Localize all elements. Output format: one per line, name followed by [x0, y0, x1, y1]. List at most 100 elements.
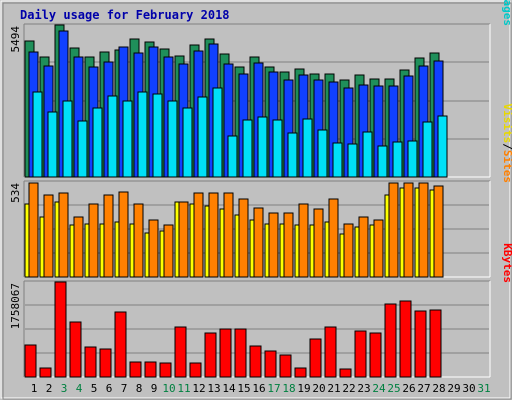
- bar-kbytes-day-4: [69, 321, 82, 378]
- bar-sites-day-22: [343, 223, 354, 278]
- bar-kbytes-day-20: [309, 338, 322, 378]
- bar-sites-day-5: [88, 203, 99, 278]
- day-label: 9: [151, 382, 158, 395]
- bar-sites-day-1: [28, 182, 39, 278]
- bar-pages-day-22: [347, 143, 358, 178]
- bar-sites-day-21: [328, 198, 339, 278]
- legend: Visits/Sites: [501, 104, 512, 184]
- bar-kbytes-day-28: [429, 309, 442, 378]
- legend-entry: Visits: [501, 104, 512, 144]
- bar-kbytes-day-21: [324, 326, 337, 378]
- legend-entry: Pages: [501, 0, 512, 26]
- bar-sites-day-20: [313, 208, 324, 278]
- day-label: 28: [432, 382, 445, 395]
- day-label: 15: [237, 382, 250, 395]
- bar-pages-day-8: [137, 91, 148, 178]
- bar-pages-day-19: [302, 118, 313, 178]
- bar-sites-day-8: [133, 203, 144, 278]
- bar-pages-day-25: [392, 141, 403, 178]
- bar-pages-day-24: [377, 145, 388, 178]
- bar-pages-day-9: [152, 93, 163, 178]
- bar-pages-day-21: [332, 142, 343, 178]
- bar-sites-day-25: [388, 182, 399, 278]
- bar-sites-day-19: [298, 203, 309, 278]
- bar-kbytes-day-26: [399, 300, 412, 378]
- bar-pages-day-18: [287, 132, 298, 178]
- day-label: 3: [61, 382, 68, 395]
- bar-sites-day-27: [418, 182, 429, 278]
- bar-kbytes-day-9: [144, 361, 157, 378]
- bar-sites-day-10: [163, 224, 174, 278]
- day-label: 31: [477, 382, 490, 395]
- bar-kbytes-day-8: [129, 361, 142, 378]
- legend: KBytes: [501, 243, 512, 283]
- bar-kbytes-day-12: [189, 362, 202, 378]
- legend: Hits/Files/Pages: [501, 0, 512, 26]
- day-label: 20: [312, 382, 325, 395]
- day-label: 30: [462, 382, 475, 395]
- bar-pages-day-23: [362, 131, 373, 178]
- bar-pages-day-11: [182, 107, 193, 178]
- bar-sites-day-6: [103, 194, 114, 278]
- day-label: 4: [76, 382, 83, 395]
- bar-sites-day-2: [43, 194, 54, 278]
- bar-sites-day-13: [208, 192, 219, 278]
- day-label: 25: [387, 382, 400, 395]
- day-label: 24: [372, 382, 386, 395]
- day-label: 10: [162, 382, 175, 395]
- day-label: 12: [192, 382, 205, 395]
- y-max-label: 5494: [9, 26, 22, 53]
- bar-pages-day-12: [197, 96, 208, 178]
- bar-sites-day-28: [433, 185, 444, 278]
- bar-kbytes-day-14: [219, 328, 232, 378]
- bar-kbytes-day-3: [54, 281, 67, 378]
- day-label: 7: [121, 382, 128, 395]
- bar-sites-day-9: [148, 219, 159, 278]
- legend-entry: KBytes: [501, 243, 512, 283]
- bar-sites-day-14: [223, 192, 234, 278]
- day-axis: 1 2 3 4 5 6 7 8 9 10 11 12 13 14 15 16 17 18 19 20 21 22 23 24 2…: [31, 382, 491, 395]
- day-label: 17: [267, 382, 280, 395]
- chart-panels: 5494 Hits/Files/Pages 534 Visits/Sites 17580…: [9, 0, 512, 378]
- bar-pages-day-15: [242, 119, 253, 178]
- panel-kbytes: 1758067 KBytes: [9, 243, 512, 378]
- bar-kbytes-day-24: [369, 332, 382, 378]
- bar-kbytes-day-10: [159, 362, 172, 378]
- day-label: 13: [207, 382, 220, 395]
- bar-kbytes-day-16: [249, 345, 262, 378]
- chart-title: Daily usage for February 2018: [20, 8, 230, 22]
- bar-kbytes-day-2: [39, 367, 52, 378]
- bar-sites-day-11: [178, 201, 189, 278]
- bar-kbytes-day-6: [99, 348, 112, 378]
- bar-pages-day-5: [92, 107, 103, 178]
- bar-sites-day-12: [193, 192, 204, 278]
- day-label: 26: [402, 382, 415, 395]
- bar-pages-day-14: [227, 135, 238, 178]
- y-max-label: 1758067: [9, 283, 22, 329]
- day-label: 11: [177, 382, 190, 395]
- day-label: 27: [417, 382, 430, 395]
- bar-pages-day-2: [47, 111, 58, 178]
- bar-pages-day-3: [62, 100, 73, 178]
- day-label: 19: [297, 382, 310, 395]
- bar-sites-day-17: [268, 212, 279, 278]
- day-label: 23: [357, 382, 370, 395]
- bar-kbytes-day-25: [384, 303, 397, 378]
- day-label: 21: [327, 382, 340, 395]
- day-label: 29: [447, 382, 460, 395]
- bar-kbytes-day-13: [204, 332, 217, 378]
- bar-sites-day-23: [358, 216, 369, 278]
- bar-pages-day-20: [317, 129, 328, 178]
- bar-sites-day-16: [253, 207, 264, 278]
- legend-entry: Sites: [501, 150, 512, 183]
- panel-hits-files-pages: 5494 Hits/Files/Pages: [9, 0, 512, 178]
- legend-entry: /: [501, 143, 512, 150]
- bar-pages-day-13: [212, 87, 223, 178]
- bar-pages-day-17: [272, 119, 283, 178]
- day-label: 18: [282, 382, 295, 395]
- day-label: 6: [106, 382, 113, 395]
- bar-pages-day-16: [257, 116, 268, 178]
- day-label: 8: [136, 382, 143, 395]
- bar-pages-day-4: [77, 120, 88, 178]
